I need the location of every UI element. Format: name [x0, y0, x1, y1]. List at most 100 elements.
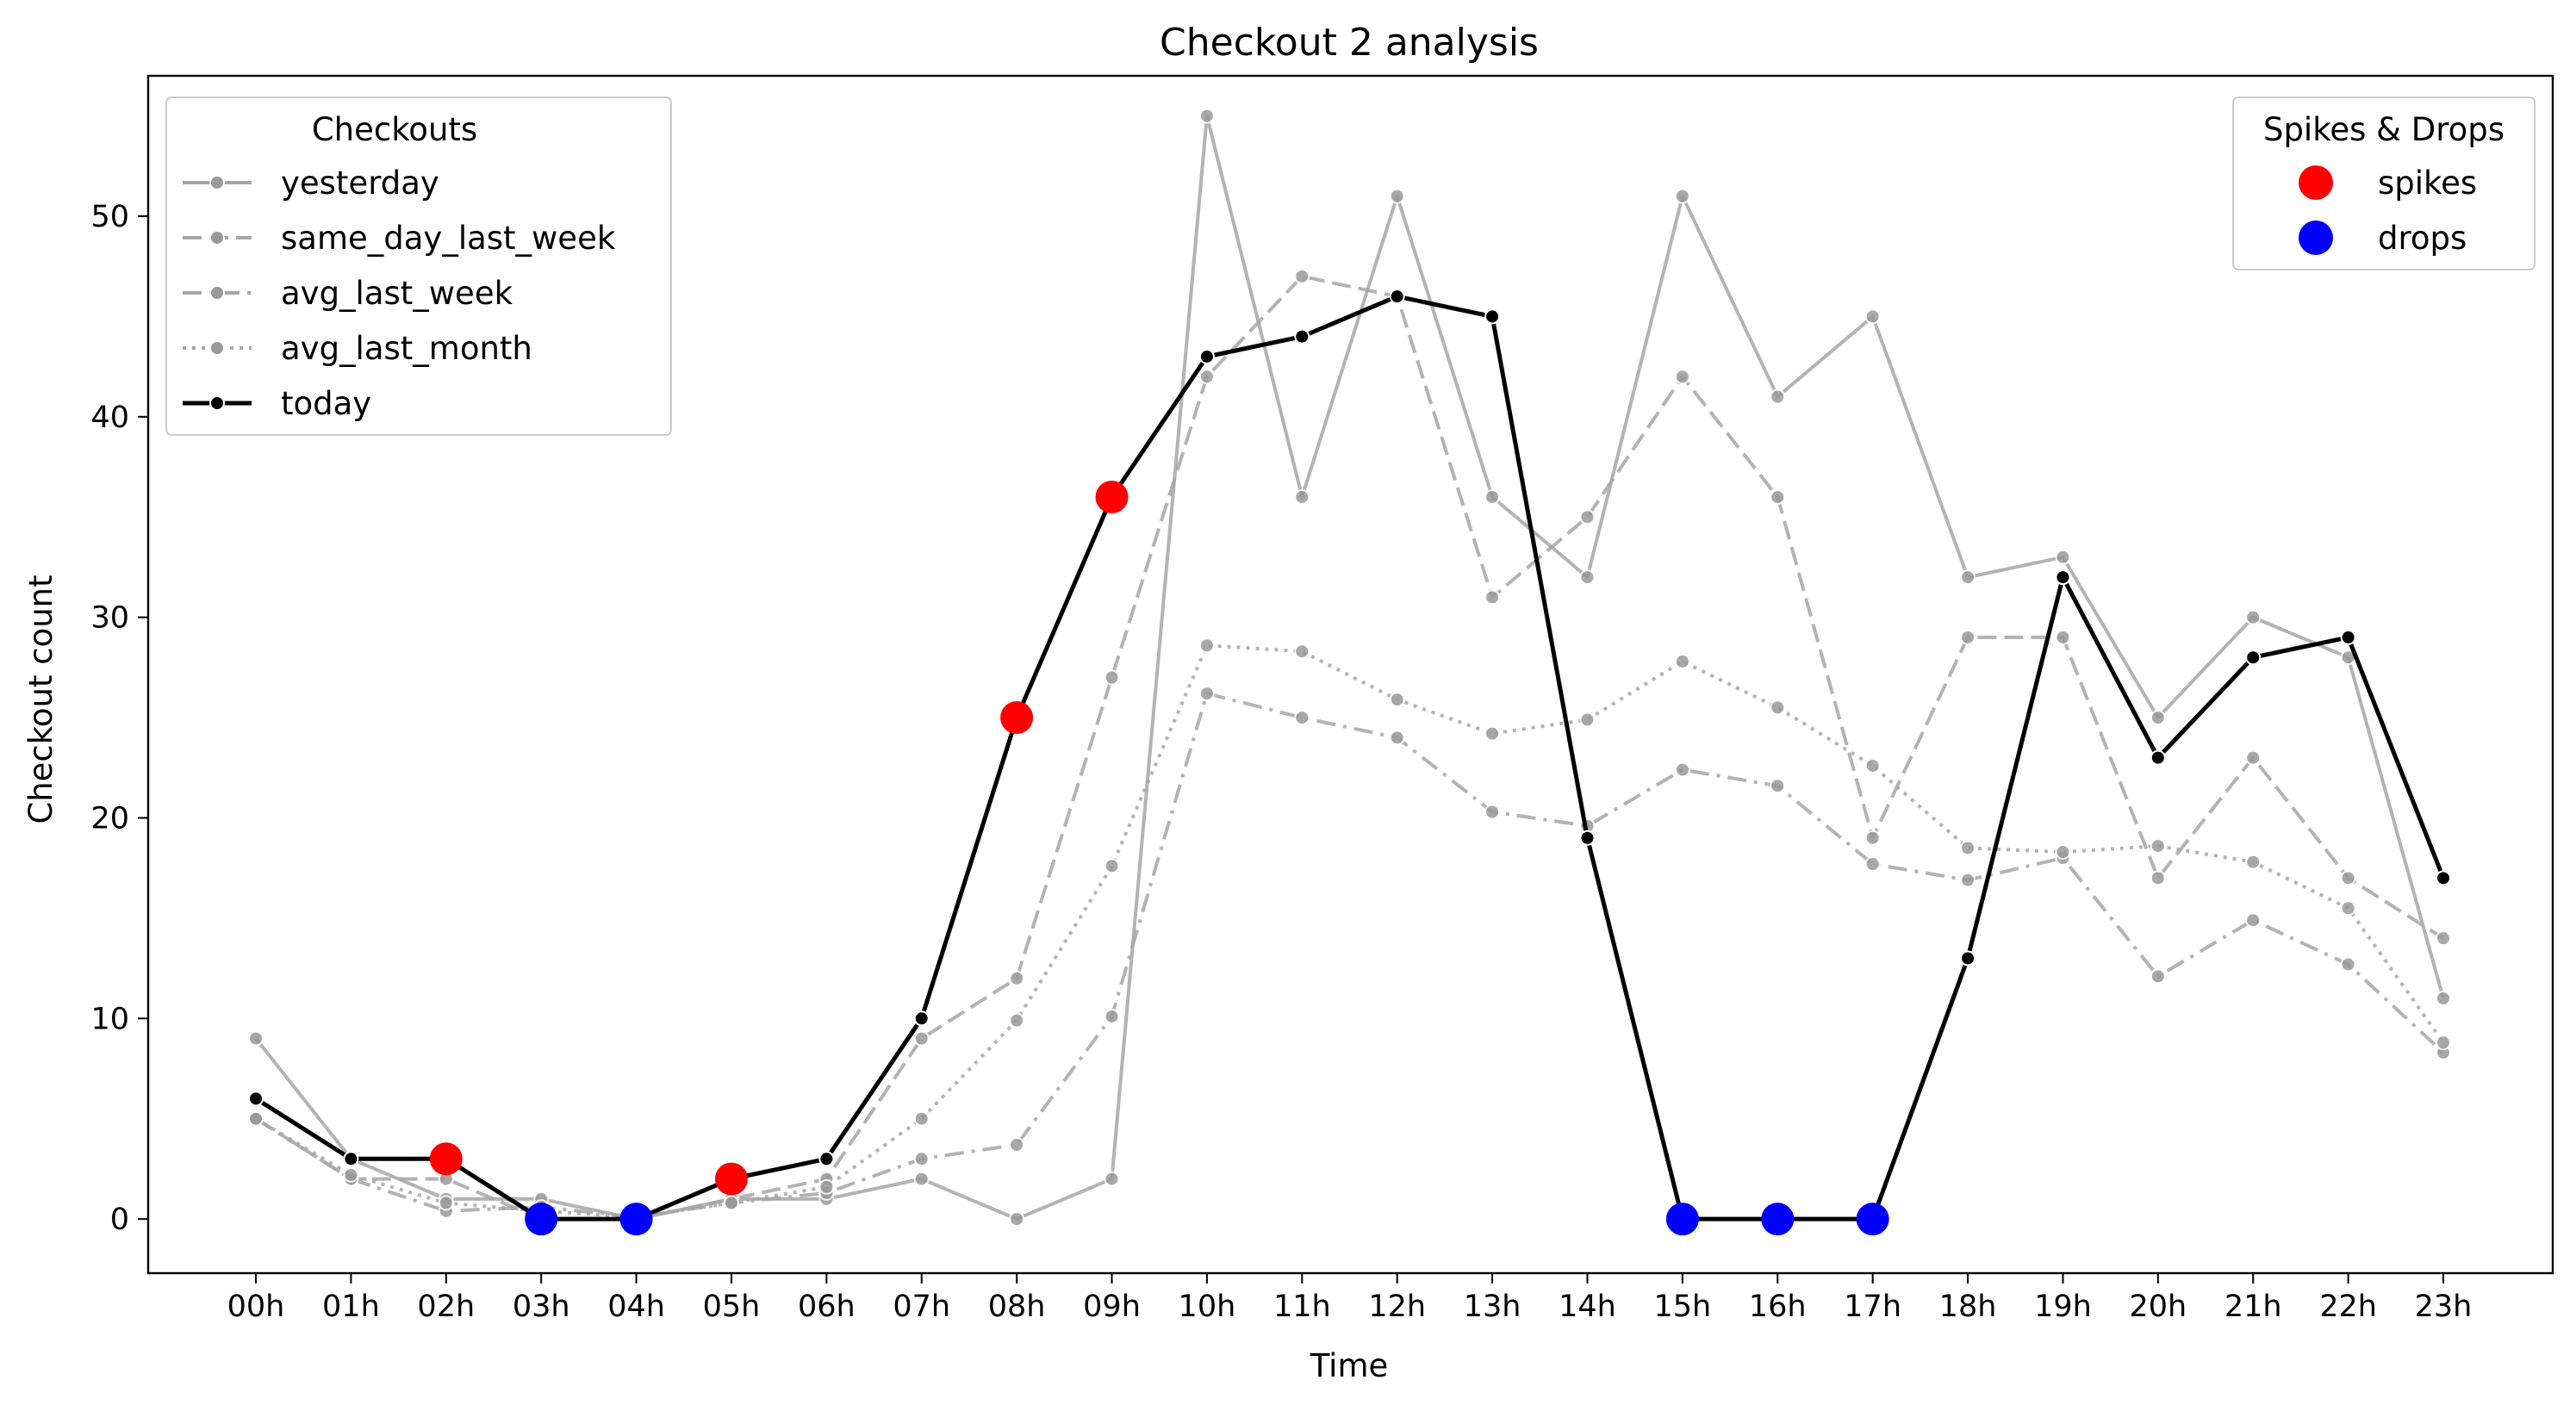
x-tick-label: 04h [607, 1290, 665, 1324]
marker-spikes [1000, 701, 1034, 735]
series-point-yesterday [2436, 991, 2451, 1007]
x-tick-label: 21h [2224, 1290, 2282, 1324]
series-point-avg_last_week [2245, 912, 2262, 929]
series-point-same_day_last_week [1009, 970, 1025, 986]
series-point-yesterday [1389, 188, 1405, 204]
series-point-yesterday [2245, 609, 2262, 625]
legend-label-yesterday: yesterday [281, 165, 439, 202]
series-point-same_day_last_week [2436, 930, 2451, 947]
series-point-avg_last_week [1104, 1008, 1120, 1024]
series-point-same_day_last_week [2245, 749, 2262, 766]
series-point-today [248, 1091, 264, 1107]
y-tick-label: 20 [90, 801, 129, 836]
x-tick-label: 12h [1368, 1290, 1426, 1324]
series-point-same_day_last_week [1104, 669, 1120, 686]
marker-drops [1665, 1203, 1699, 1236]
series-point-today [1294, 328, 1310, 345]
series-point-today [818, 1151, 835, 1167]
x-tick-label: 05h [703, 1290, 761, 1324]
x-tick-label: 14h [1559, 1290, 1616, 1324]
series-point-yesterday [913, 1171, 930, 1187]
series-point-yesterday [2055, 549, 2071, 565]
series-point-today [1389, 289, 1405, 305]
x-tick-label: 23h [2415, 1290, 2473, 1324]
x-tick-label: 01h [322, 1290, 380, 1324]
series-point-yesterday [248, 1030, 264, 1047]
series-point-avg_last_month [1770, 699, 1786, 716]
series-point-same_day_last_week [1770, 488, 1786, 505]
y-tick-label: 50 [90, 200, 129, 234]
x-tick-label: 16h [1749, 1290, 1807, 1324]
series-point-avg_last_month [913, 1110, 930, 1127]
series-point-avg_last_week [1484, 804, 1501, 820]
series-point-avg_last_month [1009, 1012, 1025, 1029]
series-point-avg_last_month [1579, 712, 1596, 728]
series-point-same_day_last_week [913, 1030, 930, 1047]
marker-drops [1761, 1203, 1795, 1236]
legend-label-same_day_last_week: same_day_last_week [281, 220, 616, 257]
series-point-avg_last_month [2436, 1035, 2451, 1051]
series-point-avg_last_week [1864, 856, 1881, 873]
series-point-avg_last_month [343, 1166, 359, 1183]
x-tick-label: 06h [798, 1290, 856, 1324]
legend-label-today: today [281, 385, 371, 422]
x-tick-label: 19h [2034, 1290, 2092, 1324]
series-point-avg_last_week [1960, 872, 1976, 888]
series-point-today [1198, 348, 1215, 364]
series-point-avg_last_week [1294, 710, 1310, 726]
series-point-today [913, 1010, 930, 1027]
y-tick-label: 40 [90, 401, 129, 435]
x-tick-label: 13h [1464, 1290, 1521, 1324]
series-point-yesterday [1294, 488, 1310, 505]
series-point-same_day_last_week [1864, 830, 1881, 846]
series-point-avg_last_week [2150, 968, 2166, 985]
series-point-today [2436, 870, 2451, 886]
series-point-avg_last_month [1484, 725, 1501, 742]
series-point-avg_last_week [1770, 778, 1786, 794]
chart-title: Checkout 2 analysis [1160, 21, 1539, 65]
series-point-same_day_last_week [1960, 629, 1976, 645]
series-point-today [343, 1151, 359, 1167]
x-tick-label: 07h [893, 1290, 950, 1324]
marker-spikes [1095, 480, 1129, 513]
series-point-yesterday [1674, 188, 1690, 204]
series-point-avg_last_month [1960, 840, 1976, 856]
series-point-avg_last_month [2150, 838, 2166, 855]
legend-spikes-drops-title: Spikes & Drops [2263, 111, 2504, 148]
marker-spikes [714, 1162, 748, 1196]
legend-point-avg_last_month [209, 340, 225, 356]
series-point-avg_last_month [1674, 653, 1690, 669]
series-point-avg_last_month [723, 1195, 739, 1211]
x-tick-label: 00h [227, 1290, 285, 1324]
series-point-today [2340, 629, 2356, 645]
series-point-avg_last_week [1009, 1136, 1025, 1153]
legend-point-same_day_last_week [209, 230, 225, 246]
series-point-avg_last_week [913, 1151, 930, 1167]
x-tick-label: 09h [1083, 1290, 1141, 1324]
series-point-avg_last_month [818, 1178, 835, 1195]
legend-checkouts-title: Checkouts [312, 111, 477, 148]
series-point-avg_last_month [1389, 692, 1405, 708]
series-point-same_day_last_week [1579, 509, 1596, 525]
series-point-avg_last_month [248, 1110, 264, 1127]
x-tick-label: 08h [988, 1290, 1046, 1324]
series-point-yesterday [1009, 1211, 1025, 1228]
series-point-yesterday [1960, 569, 1976, 586]
x-tick-label: 15h [1654, 1290, 1712, 1324]
marker-drops [619, 1203, 653, 1236]
marker-spikes [429, 1142, 463, 1176]
x-axis-label: Time [1310, 1347, 1389, 1384]
legend-checkouts-box [165, 96, 672, 436]
series-point-today [1579, 830, 1596, 846]
legend-spikes-drops: Spikes & Drops spikes drops [2232, 96, 2536, 270]
series-point-avg_last_month [438, 1195, 454, 1211]
y-tick-label: 30 [90, 601, 129, 636]
series-point-avg_last_month [2340, 900, 2356, 917]
legend-checkouts: Checkouts yesterday same_day_last_weekavg… [165, 96, 672, 436]
marker-drops [525, 1203, 558, 1236]
legend-label-drops: drops [2378, 220, 2467, 257]
series-point-same_day_last_week [2340, 870, 2356, 886]
y-tick-label: 0 [110, 1203, 129, 1237]
series-point-avg_last_week [1198, 686, 1215, 702]
